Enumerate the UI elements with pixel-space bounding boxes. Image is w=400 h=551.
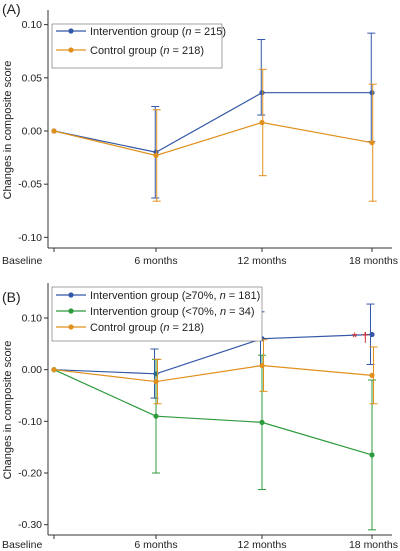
x-tick-label: 6 months (134, 255, 177, 267)
legend-entry-part: Intervention group ( (90, 26, 186, 38)
chart-panel-2: (B) Changes in composite score 0.10 0.00 -0.… (2, 283, 398, 551)
data-point (153, 378, 159, 385)
data-point (259, 119, 265, 126)
legend-entry-part: = 218) (170, 322, 205, 334)
y-tick-label: 0.05 (22, 72, 43, 84)
x-tick-label: Baseline (2, 539, 42, 551)
data-point (369, 372, 375, 378)
x-tick-label: 12 months (237, 539, 286, 551)
legend-entry-part: n (185, 26, 191, 38)
legend-entry-part: Control group ( (90, 45, 164, 57)
legend-entry: Intervention group (n = 215) (90, 26, 226, 38)
data-point (369, 452, 375, 458)
y-tick-label: 0.10 (22, 313, 43, 325)
legend-swatch-marker (68, 324, 74, 330)
legend-entry: Control group (n = 218) (90, 45, 204, 57)
y-tick-label: -0.20 (18, 468, 42, 480)
chart-panel-1: (A) Changes in composite score 0.10 0.05 0.0… (2, 1, 398, 267)
data-point (51, 367, 57, 373)
legend-entry-part: n (220, 306, 226, 318)
series-line (53, 364, 373, 383)
panel-label: (B) (2, 289, 21, 305)
legend-entry-part: n (163, 45, 169, 57)
x-tick-label: 18 months (349, 255, 398, 267)
legend-entry-part: = 34) (226, 306, 254, 318)
series-line (53, 92, 372, 153)
y-tick-label: -0.10 (18, 416, 42, 428)
legend-entry-part: = 181) (226, 290, 261, 302)
y-axis-title: Changes in composite score (2, 341, 14, 480)
series-2 (51, 354, 376, 531)
series-1 (51, 32, 376, 199)
legend-entry: Intervention group (≥70%, n = 181) (90, 290, 260, 302)
data-point (259, 419, 265, 425)
legend-entry-part: n (163, 322, 169, 334)
x-tick-label: 12 months (237, 255, 286, 267)
x-tick-label: 18 months (349, 539, 398, 551)
series-line (53, 333, 373, 375)
series-2 (51, 68, 377, 202)
legend-swatch-marker (68, 28, 74, 34)
legend-swatch-marker (68, 308, 74, 314)
legend-entry: Control group (n = 218) (90, 322, 204, 334)
series-line (53, 121, 373, 157)
y-tick-label: -0.10 (18, 232, 42, 244)
legend-swatch-marker (68, 292, 74, 298)
y-tick-label: 0.10 (22, 19, 43, 31)
panel-label: (A) (2, 1, 21, 17)
data-point (369, 90, 375, 96)
legend-entry-part: = 218) (170, 45, 205, 57)
y-axis-title: Changes in composite score (2, 61, 14, 200)
y-tick-label: 0.00 (22, 126, 43, 138)
series-line (53, 369, 373, 456)
series-3 (51, 339, 378, 405)
legend-entry-part: n (220, 290, 226, 302)
data-point (369, 331, 375, 338)
data-point (153, 152, 159, 159)
x-tick-label: Baseline (2, 255, 42, 267)
y-tick-label: 0.00 (22, 364, 43, 376)
legend-entry-part: Intervention group (<70%, (90, 306, 220, 318)
legend-entry-part: Intervention group (≥70%, (90, 290, 220, 302)
legend-swatch-marker (68, 47, 74, 53)
data-point (259, 90, 265, 96)
x-tick-label: 6 months (134, 539, 177, 551)
data-point (259, 362, 265, 369)
legend-entry: Intervention group (<70%, n = 34) (90, 306, 255, 318)
legend-entry-part: = 215) (192, 26, 227, 38)
data-point (369, 140, 375, 146)
legend-entry-part: Control group ( (90, 322, 164, 334)
data-point (51, 128, 57, 134)
significance-annotation: * † (352, 329, 369, 345)
data-point (153, 413, 159, 419)
y-tick-label: -0.05 (18, 179, 42, 191)
legend-box (51, 286, 263, 342)
y-tick-label: -0.30 (18, 519, 42, 531)
